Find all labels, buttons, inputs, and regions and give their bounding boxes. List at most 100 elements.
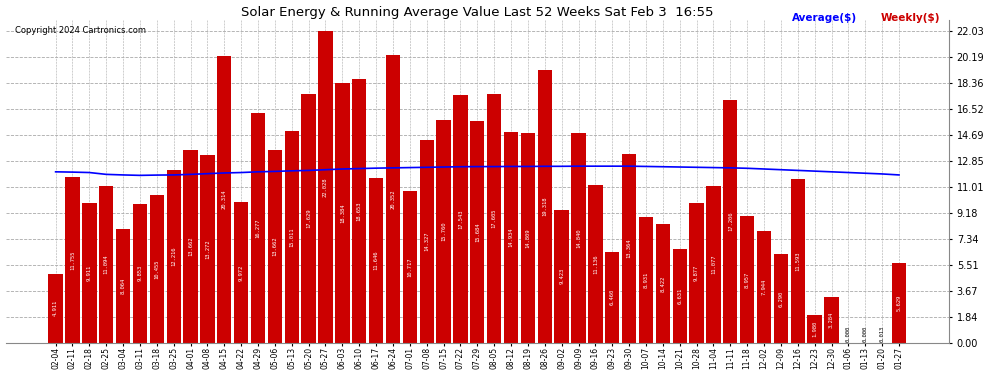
Text: 14.809: 14.809 bbox=[526, 228, 531, 248]
Bar bbox=[825, 297, 839, 343]
Text: 10.455: 10.455 bbox=[154, 260, 159, 279]
Text: 15.684: 15.684 bbox=[475, 222, 480, 242]
Bar bbox=[420, 140, 434, 343]
Text: 0.000: 0.000 bbox=[845, 326, 850, 342]
Text: 17.629: 17.629 bbox=[306, 209, 311, 228]
Text: 4.911: 4.911 bbox=[53, 300, 58, 316]
Text: 6.631: 6.631 bbox=[677, 288, 682, 304]
Bar bbox=[706, 186, 721, 343]
Text: 17.543: 17.543 bbox=[458, 209, 463, 229]
Bar bbox=[49, 273, 62, 343]
Bar bbox=[319, 32, 333, 343]
Text: 9.911: 9.911 bbox=[87, 265, 92, 281]
Text: 8.957: 8.957 bbox=[744, 272, 749, 288]
Text: 11.094: 11.094 bbox=[104, 255, 109, 274]
Bar bbox=[149, 195, 164, 343]
Bar bbox=[82, 203, 96, 343]
Bar bbox=[65, 177, 79, 343]
Text: 14.934: 14.934 bbox=[509, 228, 514, 247]
Bar bbox=[369, 178, 383, 343]
Bar bbox=[622, 154, 637, 343]
Bar bbox=[689, 203, 704, 343]
Text: 11.077: 11.077 bbox=[711, 255, 716, 274]
Bar bbox=[234, 202, 248, 343]
Bar bbox=[791, 179, 805, 343]
Text: 15.011: 15.011 bbox=[289, 227, 294, 247]
Text: 13.662: 13.662 bbox=[272, 237, 277, 256]
Bar bbox=[571, 133, 586, 343]
Bar bbox=[655, 224, 670, 343]
Text: 20.314: 20.314 bbox=[222, 190, 227, 209]
Bar bbox=[267, 150, 282, 343]
Text: 13.272: 13.272 bbox=[205, 239, 210, 259]
Bar bbox=[352, 79, 366, 343]
Bar bbox=[588, 186, 603, 343]
Text: 12.216: 12.216 bbox=[171, 247, 176, 266]
Text: 11.646: 11.646 bbox=[373, 251, 378, 270]
Bar bbox=[200, 155, 215, 343]
Bar bbox=[538, 70, 552, 343]
Bar bbox=[99, 186, 114, 343]
Text: 16.277: 16.277 bbox=[255, 218, 260, 238]
Bar bbox=[892, 263, 906, 343]
Text: 17.605: 17.605 bbox=[492, 209, 497, 228]
Text: 22.028: 22.028 bbox=[323, 177, 328, 197]
Text: 9.972: 9.972 bbox=[239, 264, 244, 280]
Text: 9.853: 9.853 bbox=[138, 265, 143, 282]
Text: 6.460: 6.460 bbox=[610, 289, 615, 306]
Text: 5.629: 5.629 bbox=[897, 295, 902, 311]
Bar bbox=[386, 55, 400, 343]
Bar bbox=[116, 229, 131, 343]
Text: 11.593: 11.593 bbox=[795, 251, 800, 271]
Bar bbox=[336, 83, 349, 343]
Title: Solar Energy & Running Average Value Last 52 Weeks Sat Feb 3  16:55: Solar Energy & Running Average Value Las… bbox=[241, 6, 714, 18]
Text: 18.653: 18.653 bbox=[356, 201, 361, 221]
Text: 13.662: 13.662 bbox=[188, 237, 193, 256]
Bar bbox=[808, 315, 822, 343]
Text: 13.364: 13.364 bbox=[627, 239, 632, 258]
Bar bbox=[605, 252, 620, 343]
Text: 15.760: 15.760 bbox=[442, 222, 446, 241]
Text: 0.000: 0.000 bbox=[862, 326, 868, 342]
Text: 20.352: 20.352 bbox=[390, 189, 395, 209]
Bar bbox=[504, 132, 518, 343]
Text: 0.013: 0.013 bbox=[880, 326, 885, 342]
Bar bbox=[554, 210, 569, 343]
Bar bbox=[521, 134, 535, 343]
Bar bbox=[250, 113, 265, 343]
Text: 14.327: 14.327 bbox=[424, 232, 430, 251]
Bar bbox=[672, 249, 687, 343]
Bar bbox=[487, 94, 501, 343]
Text: 9.423: 9.423 bbox=[559, 268, 564, 285]
Bar bbox=[774, 254, 788, 343]
Text: 9.877: 9.877 bbox=[694, 265, 699, 281]
Text: 19.318: 19.318 bbox=[543, 196, 547, 216]
Text: 11.136: 11.136 bbox=[593, 255, 598, 274]
Text: 14.840: 14.840 bbox=[576, 228, 581, 248]
Bar bbox=[470, 121, 484, 343]
Text: Copyright 2024 Cartronics.com: Copyright 2024 Cartronics.com bbox=[15, 26, 146, 35]
Bar bbox=[183, 150, 198, 343]
Text: 8.422: 8.422 bbox=[660, 275, 665, 292]
Bar bbox=[437, 120, 450, 343]
Bar bbox=[217, 56, 232, 343]
Bar bbox=[757, 231, 771, 343]
Text: 17.206: 17.206 bbox=[728, 211, 733, 231]
Text: 10.717: 10.717 bbox=[407, 258, 412, 277]
Text: 3.284: 3.284 bbox=[829, 312, 834, 328]
Bar bbox=[723, 100, 738, 343]
Text: 18.384: 18.384 bbox=[340, 203, 345, 223]
Text: 8.064: 8.064 bbox=[121, 278, 126, 294]
Text: 11.755: 11.755 bbox=[70, 250, 75, 270]
Text: Average($): Average($) bbox=[792, 13, 857, 23]
Bar bbox=[302, 94, 316, 343]
Text: Weekly($): Weekly($) bbox=[881, 13, 940, 23]
Text: 1.980: 1.980 bbox=[812, 321, 817, 337]
Text: 8.931: 8.931 bbox=[644, 272, 648, 288]
Bar bbox=[166, 170, 181, 343]
Bar bbox=[133, 204, 148, 343]
Bar bbox=[740, 216, 754, 343]
Bar bbox=[453, 95, 467, 343]
Bar bbox=[639, 217, 653, 343]
Text: 6.290: 6.290 bbox=[778, 290, 783, 307]
